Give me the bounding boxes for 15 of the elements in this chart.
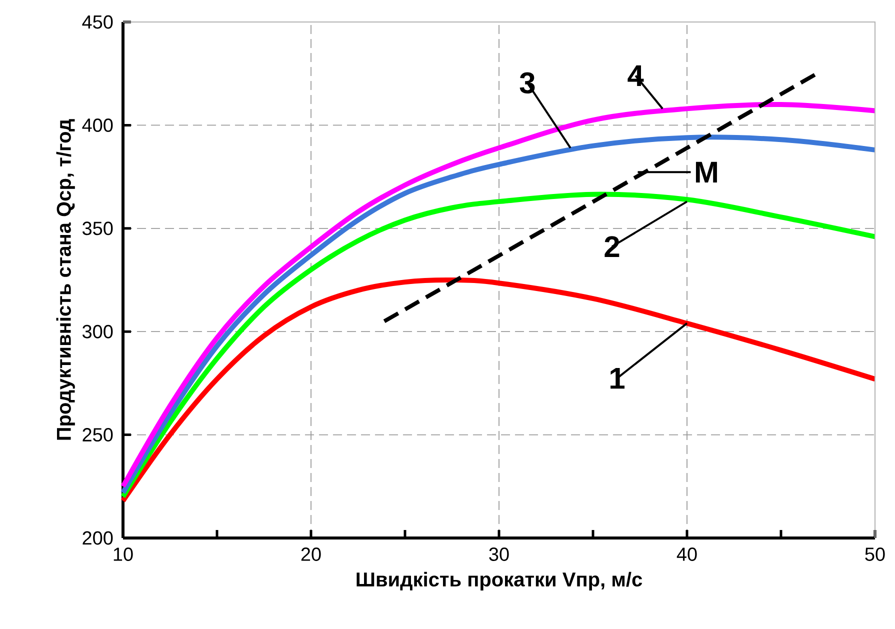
x-tick-label: 10 — [114, 548, 133, 561]
y-tick-label: 300 — [82, 324, 113, 338]
x-tick-label: 20 — [301, 548, 321, 561]
y-tick-label: 250 — [82, 428, 113, 442]
x-axis-title: Швидкість прокатки Vпр, м/с — [356, 572, 642, 590]
x-tick-label: 50 — [865, 548, 885, 561]
x-tick-label: 40 — [676, 548, 697, 561]
y-tick-label: 350 — [82, 222, 113, 236]
annotation: 1 — [610, 368, 625, 389]
annotation: M — [696, 162, 717, 182]
y-tick-label: 400 — [82, 118, 113, 132]
y-tick-label: 200 — [82, 531, 113, 545]
y-tick-label: 450 — [82, 15, 113, 29]
y-axis-title: Продуктивність стана Qср, т/год — [56, 119, 75, 440]
x-tick-label: 30 — [489, 548, 509, 561]
